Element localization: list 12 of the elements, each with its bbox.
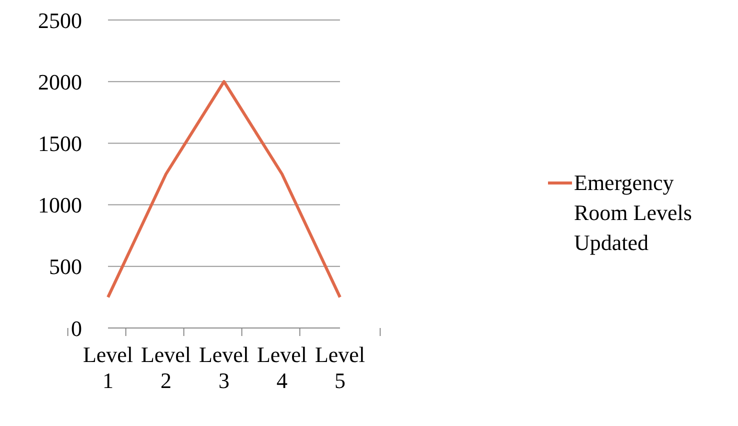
x-tick-label: Level 1 bbox=[82, 342, 134, 393]
y-tick-label: 1500 bbox=[38, 131, 82, 156]
y-tick-label: 1000 bbox=[38, 192, 82, 218]
y-tick-label: 2500 bbox=[38, 8, 82, 33]
x-tick-label: Level 3 bbox=[198, 342, 250, 393]
y-tick-label: 500 bbox=[49, 254, 82, 280]
y-tick-label: 2000 bbox=[38, 69, 82, 94]
x-tick-label: Level 2 bbox=[140, 342, 192, 393]
legend-label: Emergency Room Levels Updated bbox=[574, 169, 693, 257]
x-tick-label: Level 5 bbox=[314, 342, 366, 393]
x-tick-label: Level 4 bbox=[256, 342, 308, 393]
y-tick-label: 0 bbox=[71, 316, 82, 341]
